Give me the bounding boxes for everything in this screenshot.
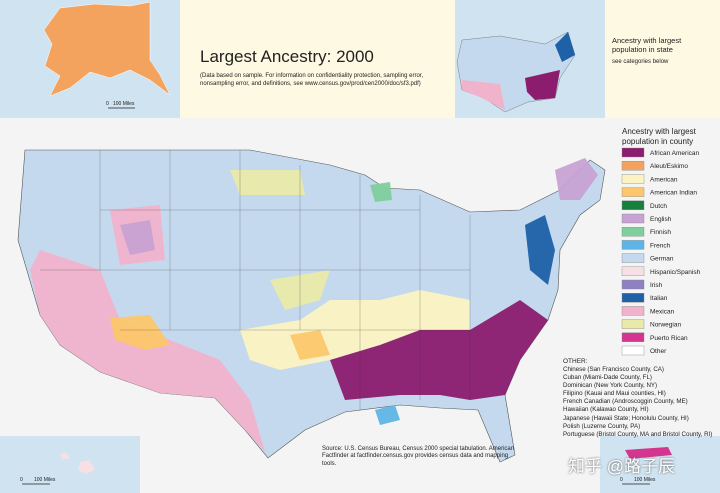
ancestry-region bbox=[290, 330, 330, 360]
ancestry-region bbox=[330, 300, 548, 400]
legend-swatch bbox=[621, 200, 645, 211]
note: (Data based on sample. For information o… bbox=[200, 73, 424, 87]
watermark: 知乎 @路子辰 bbox=[568, 457, 675, 476]
legend-swatch bbox=[621, 332, 645, 342]
ancestry-region bbox=[370, 182, 392, 202]
ancestry-region bbox=[555, 158, 598, 200]
scale-label: 100 Miles bbox=[113, 101, 135, 107]
scale-label: 0 bbox=[106, 101, 109, 107]
legend-header-box bbox=[605, 0, 720, 118]
alaska-shape bbox=[43, 1, 171, 97]
other-item: Portuguese (Bristol County, MA and Brist… bbox=[563, 430, 713, 438]
puerto-rico-inset bbox=[600, 436, 720, 493]
other-item: Polish (Luzerne County, PA) bbox=[563, 422, 641, 430]
puerto-rico-shape bbox=[625, 447, 672, 459]
ancestry-region bbox=[110, 315, 170, 350]
other-item: French Canadian (Androscoggin County, ME… bbox=[563, 398, 688, 406]
legend-label: American bbox=[650, 176, 678, 183]
title-box bbox=[180, 0, 455, 118]
state-inset-northeast bbox=[555, 32, 575, 62]
legend-label: Finnish bbox=[650, 229, 671, 236]
legend-swatch bbox=[621, 240, 645, 250]
state-inset-note: see categories below bbox=[612, 59, 669, 65]
scale-label: 0 bbox=[20, 477, 23, 483]
legend-label: German bbox=[650, 256, 674, 263]
legend: African American Aleut/Eskimo American Amer… bbox=[621, 147, 701, 356]
legend-swatch bbox=[621, 279, 645, 290]
legend-label: Aleut/Eskimo bbox=[650, 163, 688, 170]
legend-label: Dutch bbox=[650, 203, 667, 210]
legend-swatch bbox=[621, 319, 645, 329]
legend-label: English bbox=[650, 216, 672, 223]
state-inset-southwest bbox=[462, 80, 505, 110]
legend-label: Puerto Rican bbox=[650, 335, 688, 342]
us-map bbox=[17, 149, 606, 463]
source: Source: U.S. Census Bureau, Census 2000 … bbox=[322, 446, 515, 467]
legend-swatch bbox=[621, 147, 645, 158]
other-item: Dominican (New York County, NY) bbox=[563, 382, 658, 390]
legend-label: Other bbox=[650, 348, 667, 355]
legend-label: Mexican bbox=[650, 308, 675, 315]
ancestry-region bbox=[270, 270, 330, 310]
title: Largest Ancestry: 2000 bbox=[200, 47, 374, 66]
hawaii-islands bbox=[60, 452, 70, 460]
legend-label: Norwegian bbox=[650, 322, 681, 329]
other-item: Chinese (San Francisco County, CA) bbox=[563, 366, 664, 373]
other-item: Hawaiian (Kalawao County, HI) bbox=[563, 406, 649, 414]
other-item: Japanese (Hawaii State; Honolulu County,… bbox=[563, 414, 689, 422]
ancestry-region bbox=[120, 220, 155, 255]
legend-swatch bbox=[621, 174, 645, 184]
legend-label: African American bbox=[650, 150, 700, 157]
legend-title: Ancestry with largest population in coun… bbox=[622, 127, 696, 146]
legend-swatch bbox=[621, 253, 645, 263]
legend-swatch bbox=[621, 160, 645, 171]
hawaii-inset bbox=[0, 436, 140, 493]
scale-label: 0 bbox=[620, 477, 623, 483]
legend-label: Italian bbox=[650, 295, 668, 302]
ancestry-region bbox=[525, 215, 555, 285]
legend-swatch bbox=[621, 293, 645, 303]
legend-swatch bbox=[621, 226, 645, 237]
state-inset-title: Ancestry with largest population in stat… bbox=[612, 36, 682, 54]
ancestry-region bbox=[30, 250, 265, 452]
scale-label: 100 Miles bbox=[634, 477, 656, 483]
legend-swatch bbox=[621, 306, 645, 316]
ancestry-region bbox=[230, 170, 305, 195]
legend-swatch bbox=[621, 345, 645, 356]
state-inset-south bbox=[525, 70, 560, 100]
legend-label: Irish bbox=[650, 282, 663, 289]
legend-swatch bbox=[621, 213, 645, 224]
hawaii-islands bbox=[78, 460, 95, 474]
legend-swatch bbox=[621, 187, 645, 197]
other-title: OTHER: bbox=[563, 358, 588, 365]
other-item: Filipino (Kauai and Maui counties, HI) bbox=[563, 390, 666, 398]
other-item: Cuban (Miami-Dade County, FL) bbox=[563, 374, 652, 382]
other-list: Chinese (San Francisco County, CA) Cuban … bbox=[563, 366, 712, 439]
legend-label: American Indian bbox=[650, 190, 697, 197]
legend-swatch bbox=[621, 266, 645, 276]
legend-label: Hispanic/Spanish bbox=[650, 269, 701, 276]
legend-label: French bbox=[650, 242, 671, 249]
scale-label: 100 Miles bbox=[34, 477, 56, 483]
ancestry-region bbox=[375, 405, 400, 425]
